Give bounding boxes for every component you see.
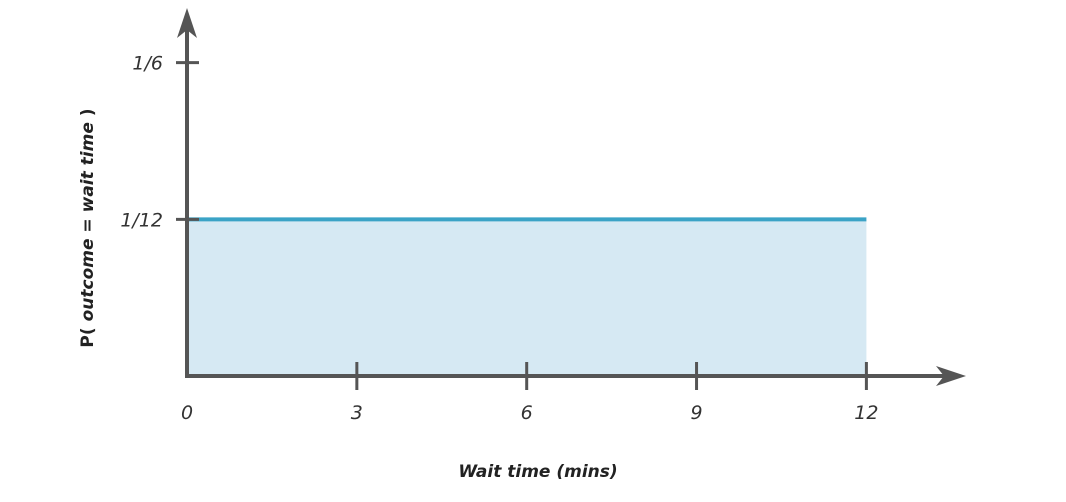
x-tick-label: 0 bbox=[181, 402, 193, 424]
y-axis-title-part: = bbox=[78, 212, 98, 238]
y-tick-label: 1/6 bbox=[132, 53, 163, 75]
x-axis-title: Wait time (mins) bbox=[458, 462, 617, 482]
y-axis-title-part: ) bbox=[78, 108, 98, 122]
y-axis-title: P( outcome = wait time ) bbox=[78, 108, 98, 347]
tick-labels: 0 3 6 9 12 1/12 1/6 bbox=[120, 53, 878, 424]
y-tick-label: 1/12 bbox=[120, 209, 163, 231]
y-axis-arrow bbox=[177, 8, 197, 38]
y-axis-title-part: P( bbox=[78, 321, 98, 347]
x-tick-label: 6 bbox=[521, 402, 533, 424]
axes bbox=[176, 8, 966, 390]
plot-area bbox=[187, 217, 867, 376]
x-tick-label: 12 bbox=[854, 402, 878, 424]
x-tick-label: 9 bbox=[691, 402, 703, 424]
x-axis-arrow bbox=[936, 366, 966, 386]
y-axis-title-part: wait time bbox=[78, 122, 98, 212]
y-axis-title-part: outcome bbox=[78, 238, 98, 321]
density-area bbox=[187, 219, 867, 376]
x-tick-label: 3 bbox=[351, 402, 363, 424]
